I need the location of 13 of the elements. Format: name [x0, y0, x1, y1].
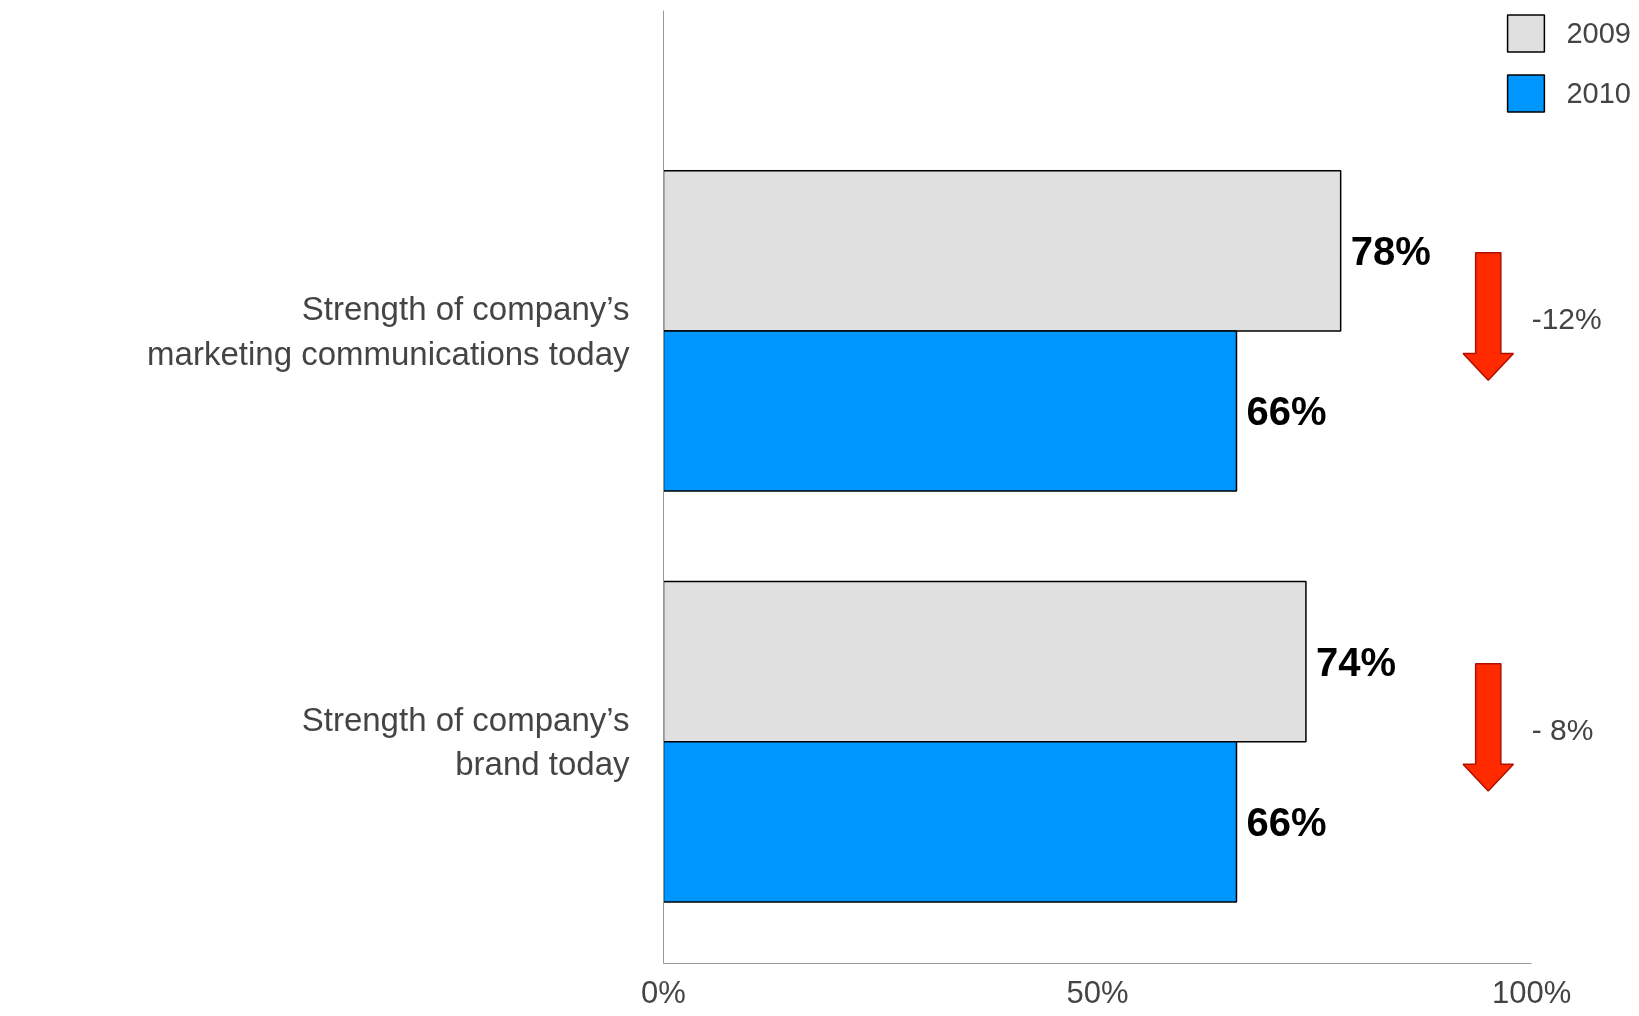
x-tick-label: 100%: [1492, 974, 1572, 1010]
data-label: 78%: [1350, 228, 1431, 273]
y-tick-label: Strength of company’s brand today: [301, 700, 630, 783]
text: -12%: [1531, 302, 1602, 336]
x-tick-label: 0%: [641, 974, 686, 1010]
legend-label: 2009: [1566, 16, 1631, 50]
x-tick-label: 50%: [1066, 974, 1129, 1010]
data-label: 66%: [1246, 799, 1327, 844]
data-label: 74%: [1315, 639, 1396, 684]
text: - 8%: [1531, 712, 1594, 746]
y-tick-label: Strength of company’s marketing communications today: [147, 290, 630, 372]
legend-label: 2010: [1566, 76, 1631, 110]
data-label: 66%: [1246, 389, 1327, 434]
